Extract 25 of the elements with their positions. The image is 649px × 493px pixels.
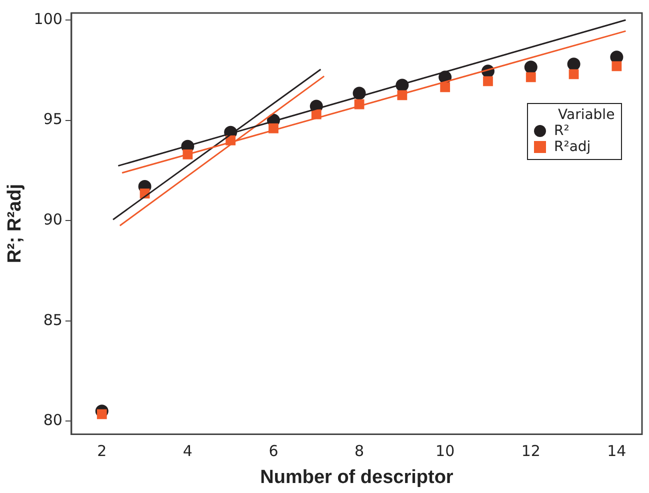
point	[612, 61, 622, 72]
point	[96, 409, 107, 420]
point	[526, 72, 536, 82]
point	[567, 58, 580, 71]
y-tick-label: 95	[43, 110, 62, 128]
x-tick-label: 8	[354, 442, 364, 460]
x-tick-label: 2	[97, 442, 107, 460]
y-tick-label: 100	[34, 10, 62, 28]
x-tick-label: 4	[182, 442, 192, 460]
x-axis-title: Number of descriptor	[260, 466, 454, 488]
y-tick-label: 90	[43, 210, 62, 228]
point	[483, 76, 493, 86]
y-tick-label: 85	[43, 310, 62, 329]
x-tick-label: 6	[268, 442, 278, 460]
legend-title: Variable	[557, 107, 615, 123]
legend-label: R²	[554, 123, 570, 139]
point	[568, 69, 579, 80]
y-tick-label: 80	[43, 411, 62, 430]
y-axis-title: R²; R²adj	[4, 184, 26, 264]
point	[440, 82, 450, 92]
point	[524, 60, 538, 74]
legend-label: R²adj	[554, 139, 591, 155]
x-tick-label: 14	[607, 442, 626, 460]
x-tick-label: 12	[521, 442, 540, 460]
x-tick-label: 10	[436, 442, 455, 460]
